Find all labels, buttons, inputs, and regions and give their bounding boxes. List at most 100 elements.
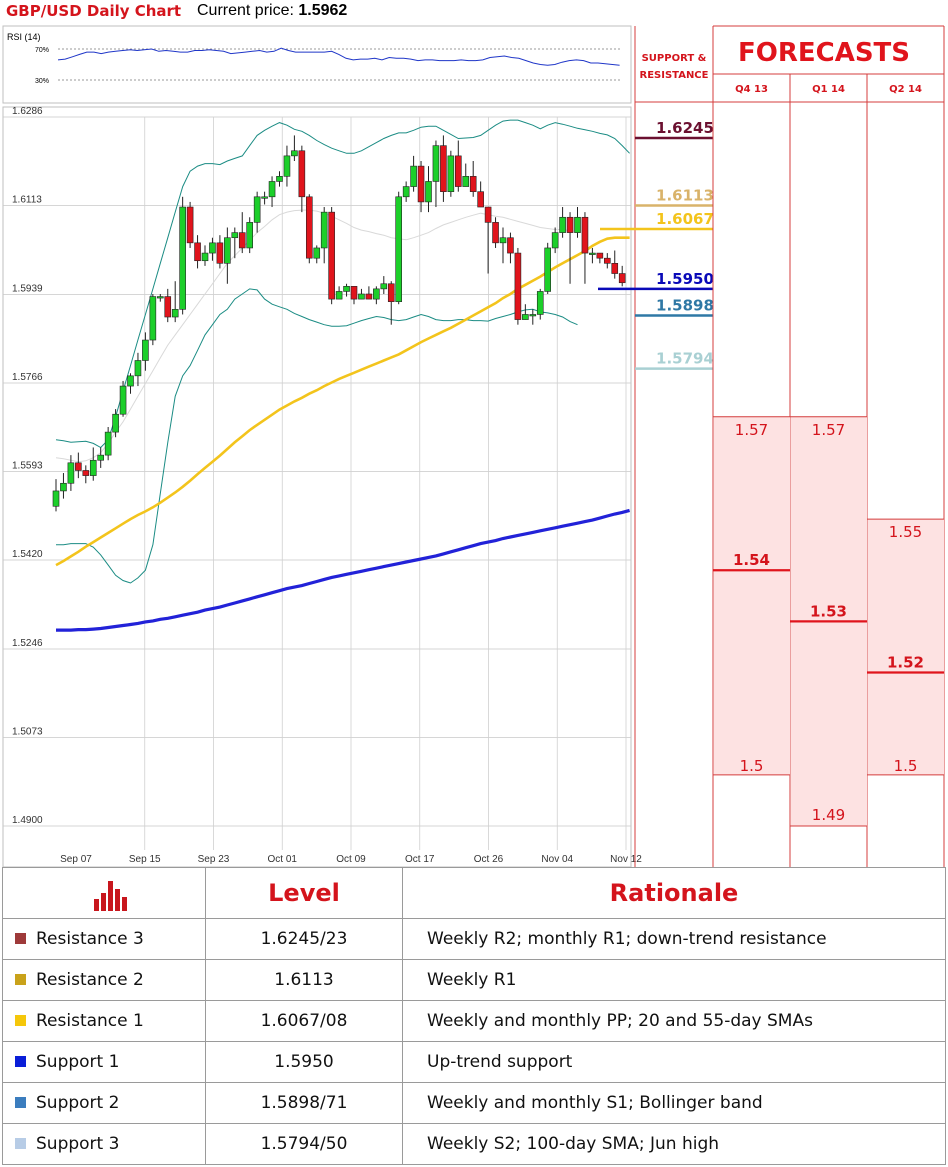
- forecast-low: 1.5: [740, 757, 764, 775]
- candle: [164, 288, 172, 323]
- candle: [305, 194, 313, 264]
- candle: [291, 135, 298, 161]
- candle: [603, 253, 611, 269]
- level-swatch: [15, 1096, 26, 1108]
- table-header-row: Level Rationale: [2, 867, 946, 919]
- sr-level: 1.6113: [635, 186, 714, 207]
- sr-level-label: 1.6113: [656, 186, 714, 204]
- chart-title: GBP/USD Daily Chart: [6, 2, 182, 20]
- sr-level: 1.6245: [635, 119, 714, 140]
- candle: [52, 479, 60, 512]
- x-tick-label: Nov 04: [541, 854, 573, 865]
- quarter-label: Q2 14: [889, 84, 922, 95]
- level-name-cell: Support 1: [2, 1041, 206, 1083]
- rsi-level-30: 30%: [35, 78, 49, 85]
- candle: [387, 281, 395, 325]
- sr-level-label: 1.5950: [656, 270, 714, 288]
- candle: [268, 176, 276, 208]
- candle: [127, 373, 134, 394]
- level-name-cell: Support 3: [2, 1123, 206, 1165]
- forecast-high: 1.55: [889, 523, 922, 541]
- candle: [328, 207, 335, 305]
- candle: [417, 160, 425, 213]
- candle: [574, 207, 581, 238]
- candle: [529, 309, 537, 325]
- sma-200-line: [56, 508, 631, 632]
- forecast-low: 1.5: [894, 757, 918, 775]
- level-swatch: [15, 932, 26, 944]
- level-rationale: Weekly and monthly PP; 20 and 55-day SMA…: [402, 1000, 946, 1042]
- sma-faint-line: [55, 209, 571, 463]
- level-swatch: [15, 1055, 26, 1067]
- candle: [276, 171, 283, 187]
- x-tick-label: Oct 26: [474, 854, 504, 865]
- sr-level-label: 1.6245: [656, 119, 714, 137]
- level-name-cell: Resistance 1: [2, 1000, 206, 1042]
- candle: [559, 207, 566, 238]
- candle: [551, 227, 559, 254]
- candle: [231, 227, 239, 259]
- x-tick-label: Oct 01: [268, 854, 298, 865]
- candle: [89, 447, 97, 481]
- rsi-panel: RSI (14) 70% 30%: [2, 25, 632, 104]
- level-name: Resistance 2: [36, 970, 144, 990]
- levels-table: Level Rationale Resistance 3 1.6245/23 Wee…: [2, 867, 946, 1165]
- candle: [350, 286, 358, 305]
- bar-chart-icon: [94, 881, 127, 911]
- level-name-cell: Resistance 2: [2, 959, 206, 1001]
- candle: [507, 232, 514, 264]
- candle: [149, 293, 157, 346]
- x-tick-label: Oct 17: [405, 854, 435, 865]
- candle: [365, 286, 373, 300]
- candle: [536, 288, 544, 320]
- sr-level: 1.5794: [635, 350, 714, 370]
- table-row: Resistance 3 1.6245/23 Weekly R2; monthly …: [2, 918, 946, 960]
- rsi-line: [57, 47, 620, 66]
- candle: [395, 191, 403, 305]
- level-value: 1.5794/50: [205, 1123, 403, 1165]
- candle: [60, 473, 67, 499]
- y-tick-label: 1.5766: [12, 372, 43, 383]
- y-tick-label: 1.6286: [12, 106, 43, 117]
- candle: [313, 245, 321, 264]
- quarter-label: Q1 14: [812, 84, 845, 95]
- sr-level-label: 1.5794: [656, 350, 714, 368]
- x-tick-label: Oct 09: [336, 854, 366, 865]
- candle: [171, 281, 179, 323]
- forecasts-title: FORECASTS: [738, 38, 910, 68]
- candle: [261, 191, 268, 205]
- x-tick-label: Sep 07: [60, 854, 92, 865]
- sr-level-label: 1.5898: [656, 296, 714, 314]
- current-price: Current price: 1.5962: [197, 2, 347, 20]
- forecast-range: [868, 519, 944, 775]
- quarter-label: Q4 13: [735, 84, 768, 95]
- main-plot: 1.6286 1.6113 1.5939 1.5766 1.5593 1.5420 1.52…: [2, 106, 642, 867]
- level-value: 1.6113: [205, 959, 403, 1001]
- sr-level-label: 1.6067: [656, 210, 714, 228]
- level-value: 1.5898/71: [205, 1082, 403, 1124]
- y-grid: 1.6286 1.6113 1.5939 1.5766 1.5593 1.5420 1.52…: [3, 106, 631, 827]
- candle: [119, 380, 127, 417]
- level-name-cell: Support 2: [2, 1082, 206, 1124]
- rationale-column-header: Rationale: [402, 867, 946, 919]
- candle: [298, 145, 306, 213]
- y-tick-label: 1.5073: [12, 727, 43, 738]
- candle: [75, 452, 82, 479]
- candle: [469, 160, 477, 197]
- candle: [335, 286, 343, 300]
- candle: [514, 247, 522, 325]
- x-tick-label: Sep 23: [198, 854, 230, 865]
- current-price-label: Current price:: [197, 2, 294, 19]
- rsi-label: RSI (14): [7, 32, 41, 42]
- candle: [484, 206, 492, 274]
- level-rationale: Up-trend support: [402, 1041, 946, 1083]
- candle: [320, 207, 328, 264]
- candle: [454, 140, 462, 192]
- candle: [67, 455, 75, 491]
- sr-level: 1.5950: [635, 270, 714, 291]
- y-tick-label: 1.6113: [12, 194, 42, 205]
- bollinger-upper-band: [55, 119, 630, 449]
- candle: [492, 217, 499, 248]
- candle: [373, 286, 380, 305]
- candle: [179, 196, 186, 315]
